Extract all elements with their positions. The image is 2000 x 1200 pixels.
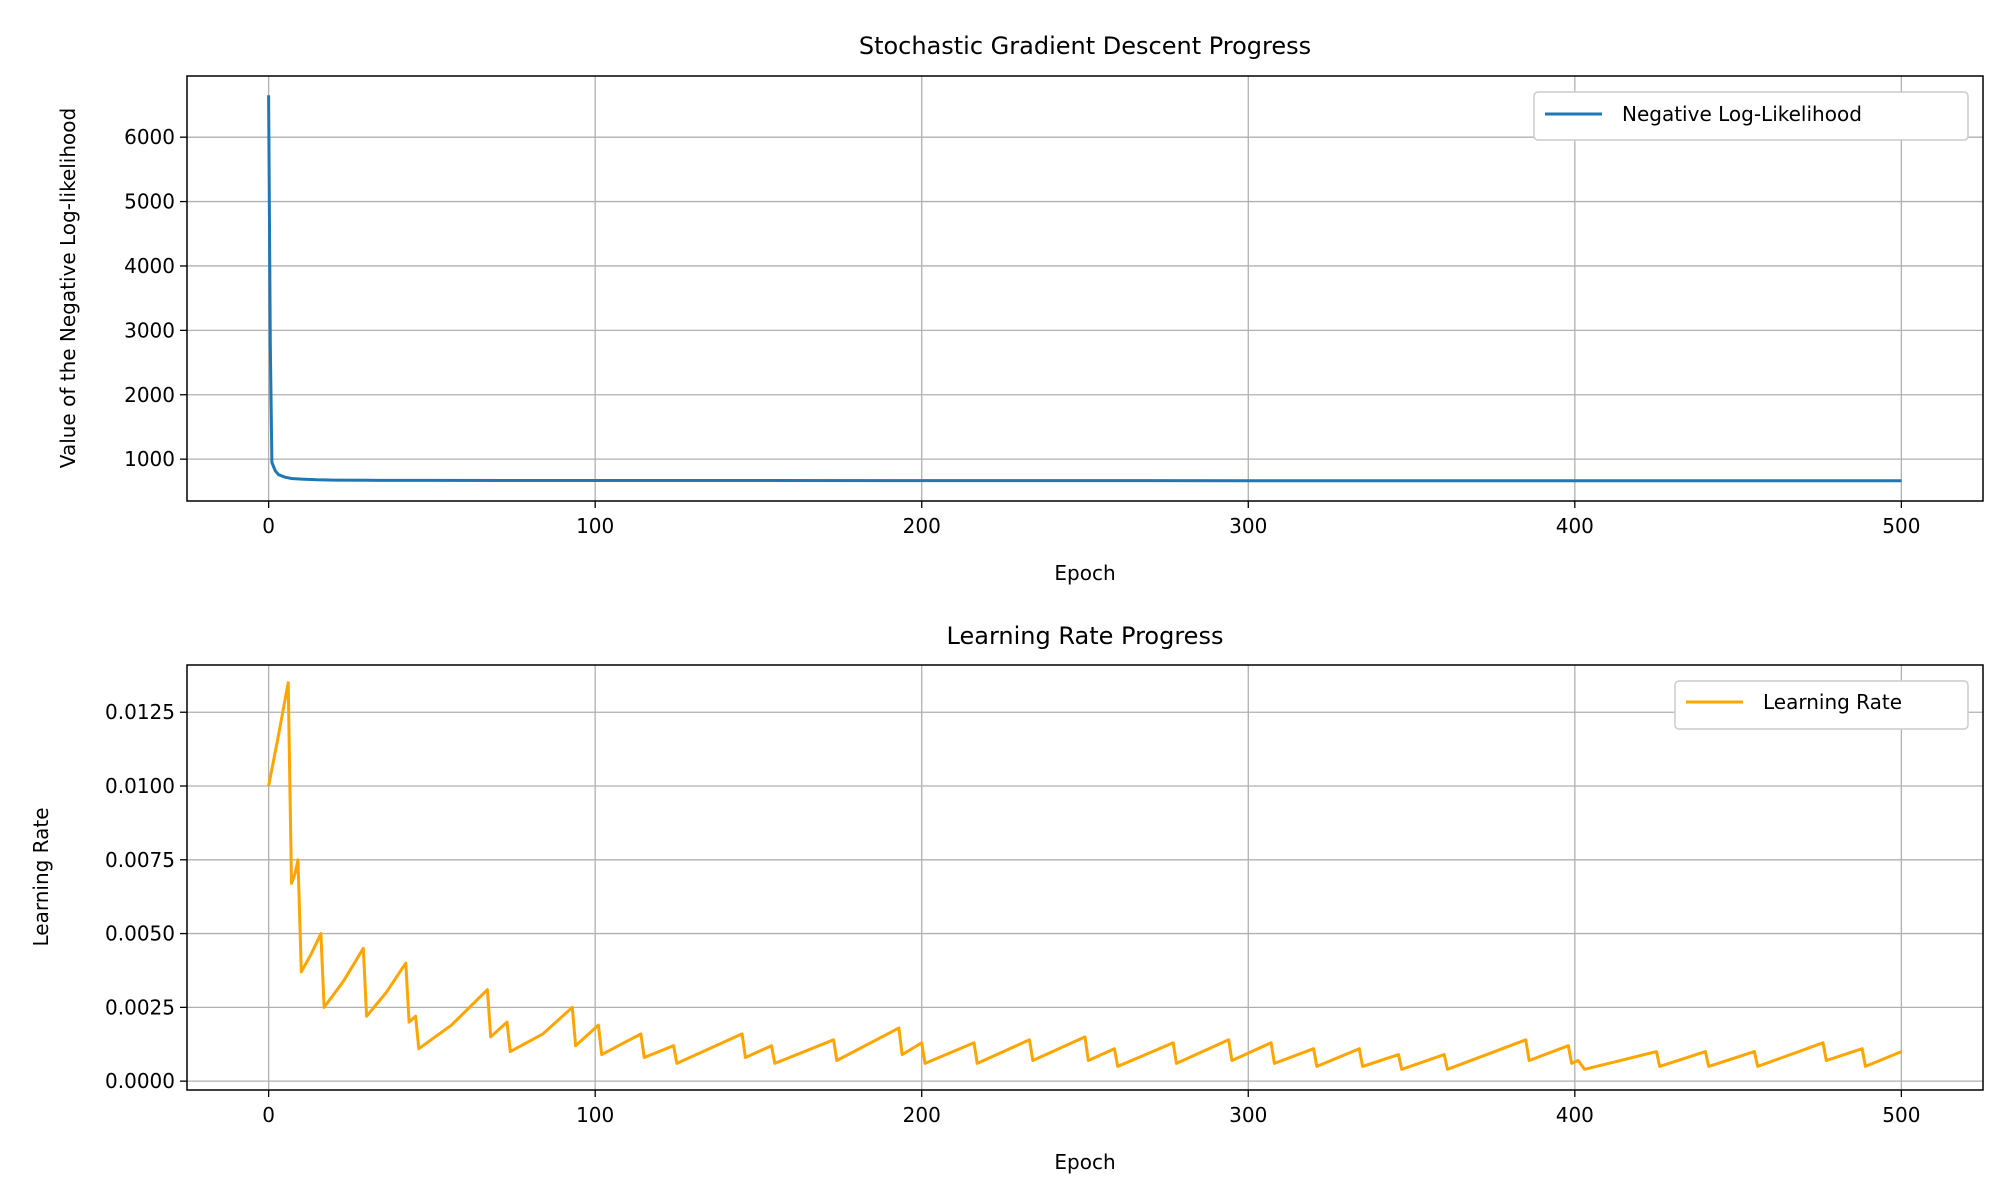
sgd-x-ticks: 0 100 200 300 400 500: [262, 501, 1920, 538]
lr-legend-box: [1674, 680, 1969, 730]
lr-y-tick-label: 0.0000: [105, 1069, 175, 1093]
lr-x-tick-label: 400: [1556, 1103, 1594, 1127]
sgd-y-tick-label: 5000: [124, 190, 175, 214]
lr-series-line: [267, 681, 1902, 1071]
lr-legend-label: Learning Rate: [1763, 690, 1902, 714]
sgd-y-axis-label: Value of the Negative Log-likelihood: [56, 108, 80, 468]
sgd-series-line: [267, 95, 1902, 483]
lr-y-tick-label: 0.0050: [105, 922, 175, 946]
sgd-legend: Negative Log-Likelihood: [1533, 91, 1969, 141]
sgd-y-ticks: 1000 2000 3000 4000 5000 6000: [124, 125, 187, 471]
sgd-x-axis-label: Epoch: [1054, 561, 1115, 585]
sgd-y-tick-label: 2000: [124, 383, 175, 407]
lr-y-axis-label: Learning Rate: [29, 807, 53, 946]
lr-x-tick-label: 200: [903, 1103, 941, 1127]
sgd-chart-title: Stochastic Gradient Descent Progress: [859, 32, 1311, 60]
sgd-x-tick-label: 500: [1882, 514, 1920, 538]
lr-x-axis-label: Epoch: [1054, 1150, 1115, 1174]
lr-y-tick-label: 0.0025: [105, 995, 175, 1019]
sgd-x-tick-label: 0: [262, 514, 275, 538]
lr-y-tick-label: 0.0075: [105, 848, 175, 872]
sgd-legend-label: Negative Log-Likelihood: [1622, 102, 1862, 126]
sgd-y-tick-label: 4000: [124, 254, 175, 278]
sgd-y-tick-label: 1000: [124, 447, 175, 471]
lr-legend: Learning Rate: [1674, 680, 1969, 730]
sgd-panel: Stochastic Gradient Descent Progress 0 10…: [56, 32, 1984, 585]
lr-chart-title: Learning Rate Progress: [947, 622, 1224, 650]
lr-x-tick-label: 300: [1229, 1103, 1267, 1127]
lr-y-tick-label: 0.0100: [105, 774, 175, 798]
sgd-legend-box: [1533, 91, 1969, 141]
sgd-x-tick-label: 400: [1556, 514, 1594, 538]
sgd-x-tick-label: 300: [1229, 514, 1267, 538]
lr-y-ticks: 0.0000 0.0025 0.0050 0.0075 0.0100 0.0125: [105, 700, 187, 1093]
sgd-y-tick-label: 3000: [124, 318, 175, 342]
lr-plot-frame: [186, 664, 1984, 1091]
lr-x-tick-label: 500: [1882, 1103, 1920, 1127]
sgd-series: [267, 95, 1902, 483]
lr-y-tick-label: 0.0125: [105, 700, 175, 724]
lr-x-tick-label: 100: [576, 1103, 614, 1127]
sgd-x-tick-label: 100: [576, 514, 614, 538]
lr-x-tick-label: 0: [262, 1103, 275, 1127]
lr-x-ticks: 0 100 200 300 400 500: [262, 1090, 1920, 1127]
sgd-plot-frame: [186, 75, 1984, 502]
sgd-x-tick-label: 200: [903, 514, 941, 538]
lr-series: [267, 681, 1902, 1071]
sgd-y-tick-label: 6000: [124, 125, 175, 149]
lr-panel: Learning Rate Progress 0 100 200 300 400 500 …: [29, 622, 1984, 1174]
